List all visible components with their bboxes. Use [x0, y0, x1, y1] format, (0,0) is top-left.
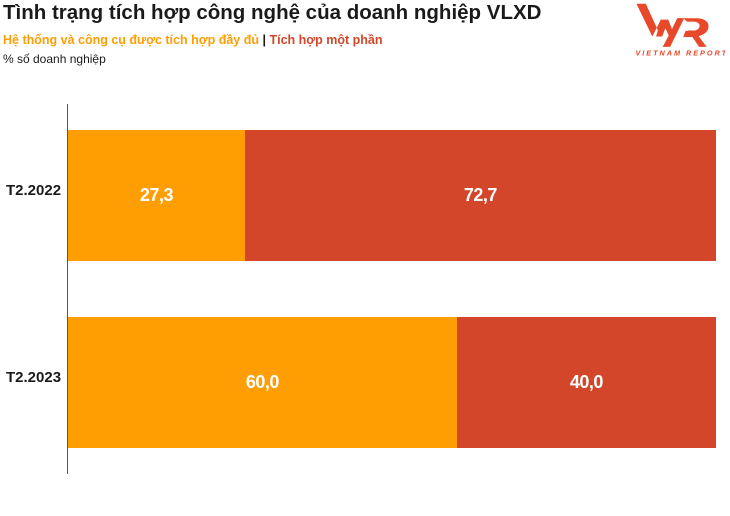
svg-text:VIETNAM REPORT: VIETNAM REPORT: [636, 48, 726, 57]
